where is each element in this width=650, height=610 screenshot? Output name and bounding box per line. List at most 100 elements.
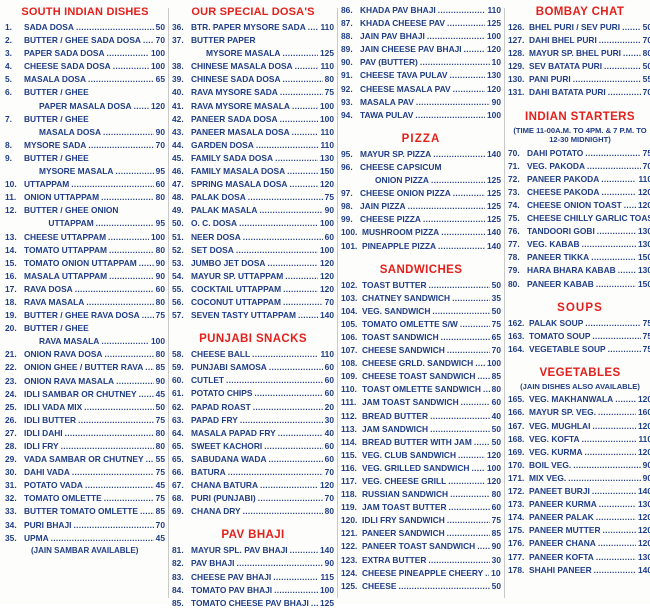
menu-item-number: 111. xyxy=(341,397,357,408)
dot-leader: ........................................… xyxy=(291,100,319,111)
menu-item: 19. BUTTER / GHEE RAVA DOSA..............… xyxy=(5,309,165,322)
menu-item-number: 117. xyxy=(341,476,357,486)
menu-item-number: 107. xyxy=(341,345,358,356)
dot-leader: ........................................… xyxy=(446,515,490,526)
menu-item: 88. JAIN PAV BHAJI.......................… xyxy=(341,30,501,43)
menu-item: 32. TOMATO OMLETTE.......................… xyxy=(5,492,165,505)
dot-leader: ........................................… xyxy=(398,580,489,591)
dot-leader: ........................................… xyxy=(275,152,318,163)
menu-item-number: 67. xyxy=(172,480,184,491)
dot-leader: ........................................… xyxy=(572,74,641,85)
menu-item-price: 85 xyxy=(155,506,165,517)
menu-item: 175. PANEER MUTTER.......................… xyxy=(508,524,650,537)
menu-item-name: GARDEN DOSA xyxy=(191,139,254,150)
menu-item-number: 95. xyxy=(341,148,353,159)
menu-item-price: 75 xyxy=(642,343,650,354)
menu-item: 15. TOMATO ONION UTTAPPAM................… xyxy=(5,257,165,270)
menu-item-name: IDLI BUTTER xyxy=(24,414,77,425)
menu-item: 71. VEG. PAKODA..........................… xyxy=(508,160,650,173)
menu-item-name-wrap: UTTAPPAM xyxy=(48,218,94,229)
menu-item-number: 10. xyxy=(5,179,17,190)
menu-item-price: 100 xyxy=(487,31,501,42)
menu-item-number: 22. xyxy=(5,362,17,373)
menu-item-price: 80 xyxy=(155,296,165,307)
menu-item-price: 50 xyxy=(155,401,165,412)
menu-item-number: 14. xyxy=(5,244,17,255)
menu-item-number: 1. xyxy=(5,22,12,32)
dot-leader: ........................................… xyxy=(449,70,486,81)
dot-leader: ........................................… xyxy=(446,345,490,356)
menu-item-name: RAVA MYSORE MASALA xyxy=(191,100,290,111)
menu-item-number: 166. xyxy=(508,407,525,418)
menu-item-price: 80 xyxy=(155,192,165,203)
menu-item-price: 120 xyxy=(320,179,334,190)
menu-item: 27. IDLI DAHI............................… xyxy=(5,427,165,440)
menu-item-number: 44. xyxy=(172,139,184,150)
menu-item-number: 130. xyxy=(508,74,525,85)
menu-item: 69. CHANA DRY............................… xyxy=(172,505,334,518)
menu-item-price: 70 xyxy=(642,35,650,46)
menu-item-number: 43. xyxy=(172,126,184,137)
menu-item: 24. IDLI SAMBAR OR CHUTNEY...............… xyxy=(5,388,165,401)
dot-leader: ........................................… xyxy=(142,35,154,46)
menu-item-price: 90 xyxy=(155,257,165,268)
menu-item-number: 81. xyxy=(172,545,184,556)
menu-item-number: 123. xyxy=(341,554,358,565)
menu-item-name: EXTRA BUTTER xyxy=(362,554,427,565)
menu-item-number: 30. xyxy=(5,467,17,478)
dot-leader: ........................................… xyxy=(291,126,319,137)
menu-item: 124. CHEESE PINEAPPLE CHEERY.............… xyxy=(341,567,501,580)
menu-item-price: 120 xyxy=(151,100,165,111)
menu-item-name: PALAK SOUP xyxy=(529,317,584,328)
menu-item-number: 129. xyxy=(508,61,525,72)
dot-leader: ........................................… xyxy=(477,371,489,382)
menu-item-number: 45. xyxy=(172,152,184,163)
dot-leader: ........................................… xyxy=(598,499,637,510)
menu-item: 28. IDLI FRY.............................… xyxy=(5,440,165,453)
menu-item-continuation: ONION PIZZA.............................… xyxy=(341,174,501,187)
menu-item: 9. BUTTER / GHEE xyxy=(5,152,165,165)
menu-item-name: VEG. PAKODA xyxy=(527,160,586,171)
menu-item-name: PAV (BUTTER) xyxy=(360,57,418,68)
menu-item: 58. CHEESE BALL..........................… xyxy=(172,348,334,361)
menu-item: 34. PURI BHAJI...........................… xyxy=(5,519,165,532)
menu-item: 56. COCONUT UTTAPPAM.....................… xyxy=(172,296,334,309)
menu-item-number: 23. xyxy=(5,375,17,386)
menu-item: 119. JAM TOAST BUTTER....................… xyxy=(341,501,501,514)
menu-item: 167. VEG. MUGHLAI........................… xyxy=(508,420,650,433)
menu-item-continuation: PAPER MASALA DOSA.......................… xyxy=(5,100,165,113)
menu-item-number: 62. xyxy=(172,401,184,412)
dot-leader: ........................................… xyxy=(115,166,154,177)
menu-item-price: 150 xyxy=(320,166,334,177)
dot-leader: ........................................… xyxy=(112,61,150,72)
dot-leader: ........................................… xyxy=(282,48,319,59)
menu-item-name: SADA DOSA xyxy=(24,22,74,32)
menu-item-price: 140 xyxy=(487,148,501,159)
menu-item-price: 100 xyxy=(151,48,165,59)
menu-item-number: 83. xyxy=(172,571,184,582)
menu-item-name: ONION GHEE / BUTTER RAVA xyxy=(24,362,144,373)
menu-item-price: 65 xyxy=(491,331,501,342)
dot-leader: ........................................… xyxy=(252,401,323,412)
dot-leader: ........................................… xyxy=(264,440,322,451)
menu-item: 70. DAHI POTATO..........................… xyxy=(508,147,650,160)
menu-item-price: 120 xyxy=(638,512,650,523)
menu-item-number: 167. xyxy=(508,420,525,431)
dot-leader: ........................................… xyxy=(458,449,485,460)
menu-item-price: 70 xyxy=(155,35,165,46)
dot-leader: ........................................… xyxy=(74,283,154,294)
menu-item-price: 130 xyxy=(638,239,650,250)
dot-leader: ........................................… xyxy=(415,109,485,120)
menu-item: 68. PURI (PUNJABI).......................… xyxy=(172,492,334,505)
menu-item-price: 75 xyxy=(642,330,650,341)
menu-item-number: 61. xyxy=(172,388,184,399)
menu-item-name: CHATNEY SANDWICH xyxy=(362,292,451,303)
menu-item-number: 86. xyxy=(341,5,353,15)
menu-item-number: 168. xyxy=(508,433,525,444)
section-heading: BOMBAY CHAT xyxy=(535,6,625,18)
menu-item: 123. EXTRA BUTTER........................… xyxy=(341,554,501,567)
menu-item-price: 85 xyxy=(491,371,501,382)
menu-item-price: 80 xyxy=(491,384,501,395)
menu-item: 39. CHINESE SADA DOSA....................… xyxy=(172,73,334,86)
dot-leader: ........................................… xyxy=(596,226,637,237)
